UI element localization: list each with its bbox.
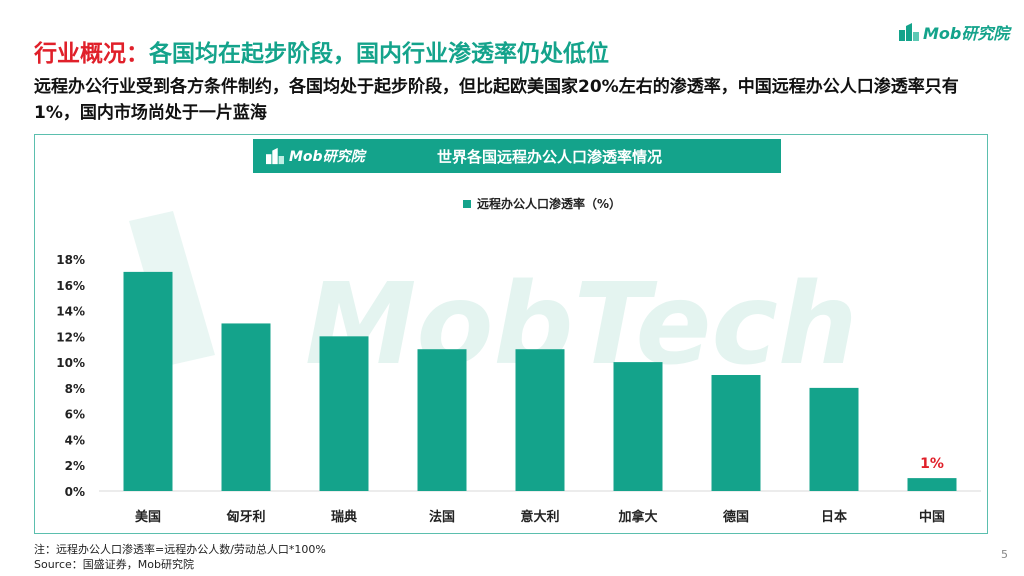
labels: 美国 匈牙利 瑞典 法国 意大利 加拿大 德国 日本 中国 1%	[135, 456, 945, 525]
page-title: 行业概况：各国均在起步阶段，国内行业渗透率仍处低位	[34, 34, 609, 68]
footnote: 注：远程办公人口渗透率=远程办公人数/劳动总人口*100%	[34, 543, 326, 556]
watermark-text: MobTech	[305, 260, 858, 390]
chart-title: 世界各国远程办公人口渗透率情况	[437, 147, 663, 166]
bar	[711, 375, 761, 491]
page-title-prefix: 行业概况：	[34, 41, 149, 67]
y-tick-label: 14%	[56, 305, 85, 319]
bars	[123, 271, 957, 491]
brand-logo-text: Mob研究院	[923, 24, 1010, 43]
x-tick-label: 日本	[821, 509, 847, 525]
legend: 远程办公人口渗透率（%）	[463, 195, 621, 212]
chart-header: Mob研究院 世界各国远程办公人口渗透率情况	[253, 139, 781, 173]
y-tick-label: 12%	[56, 330, 85, 344]
chart-header-logo: Mob研究院	[253, 146, 413, 166]
brand-logo: Mob研究院	[898, 20, 1009, 44]
x-tick-label: 中国	[919, 509, 945, 525]
data-label: 1%	[920, 456, 944, 472]
y-tick-label: 16%	[56, 279, 85, 293]
chart-header-brand: Mob研究院	[289, 149, 365, 165]
bar	[809, 387, 859, 491]
bar	[123, 271, 173, 491]
y-tick-label: 2%	[65, 459, 85, 473]
x-tick-label: 德国	[723, 509, 749, 525]
y-tick-label: 8%	[65, 382, 85, 396]
chart-header-logo-icon	[266, 147, 284, 165]
y-tick-label: 4%	[65, 433, 85, 447]
footer-notes: 注：远程办公人口渗透率=远程办公人数/劳动总人口*100% Source：国盛证…	[34, 542, 326, 572]
y-tick-label: 6%	[65, 408, 85, 422]
legend-label: 远程办公人口渗透率（%）	[477, 197, 622, 211]
source-note: Source：国盛证券，Mob研究院	[34, 558, 194, 571]
page-number: 5	[1001, 548, 1008, 561]
bar	[417, 349, 467, 491]
bar	[221, 323, 271, 491]
y-tick-label: 10%	[56, 356, 85, 370]
x-tick-label: 法国	[429, 509, 455, 525]
y-tick-label: 18%	[56, 253, 85, 267]
bar	[319, 336, 369, 491]
legend-swatch	[463, 199, 471, 208]
chart-frame: MobTech 0% 2% 4% 6% 8% 10% 12% 14% 16% 18% 美国 匈牙利 瑞…	[34, 134, 988, 534]
watermark: MobTech	[129, 211, 858, 390]
x-tick-label: 加拿大	[617, 509, 657, 525]
x-tick-label: 意大利	[520, 509, 559, 525]
page-title-main: 各国均在起步阶段，国内行业渗透率仍处低位	[149, 41, 609, 67]
y-tick-label: 0%	[65, 485, 85, 499]
bar	[907, 478, 957, 491]
bar	[613, 362, 663, 491]
bar	[515, 349, 565, 491]
x-tick-label: 匈牙利	[226, 509, 265, 525]
x-tick-label: 瑞典	[331, 509, 357, 525]
chart: MobTech 0% 2% 4% 6% 8% 10% 12% 14% 16% 18% 美国 匈牙利 瑞…	[56, 211, 981, 525]
subtitle: 远程办公行业受到各方条件制约，各国均处于起步阶段，但比起欧美国家20%左右的渗透…	[34, 77, 959, 123]
x-tick-label: 美国	[135, 509, 161, 525]
brand-logo-icon	[899, 23, 919, 41]
